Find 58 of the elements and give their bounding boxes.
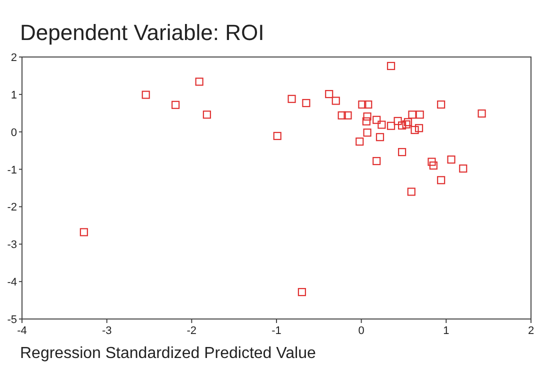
point (459, 164, 468, 173)
point (378, 120, 386, 129)
y-tick-label: -5 (7, 314, 17, 326)
point (410, 126, 419, 134)
point (358, 100, 366, 109)
point (273, 132, 282, 140)
point (402, 120, 410, 128)
point (363, 112, 372, 121)
x-tick-label: 1 (443, 325, 450, 337)
x-tick-label: -1 (272, 325, 282, 337)
x-tick-label: 0 (358, 325, 364, 337)
x-tick-label: -2 (186, 325, 197, 337)
point (288, 94, 296, 103)
point (372, 157, 381, 166)
point (407, 188, 416, 196)
point (414, 124, 424, 132)
point (363, 128, 372, 137)
point (142, 90, 150, 99)
y-tick-label: -3 (7, 239, 17, 252)
point (80, 228, 88, 236)
point (332, 96, 340, 105)
point (386, 62, 396, 70)
point (362, 117, 370, 126)
point (398, 148, 406, 156)
y-tick-label: -2 (7, 202, 17, 214)
point (364, 100, 372, 109)
point (428, 158, 436, 166)
y-tick-label: -4 (7, 276, 17, 289)
y-tick-label: 1 (10, 89, 17, 102)
point (172, 100, 180, 109)
point (202, 110, 211, 119)
point (338, 111, 346, 120)
point (302, 98, 310, 108)
point (372, 116, 381, 124)
x-tick-label: 2 (528, 325, 534, 337)
point (404, 118, 412, 126)
point (429, 161, 438, 170)
point (408, 110, 416, 119)
x-axis-title: Regression Standardized Predicted Value (20, 345, 316, 362)
x-tick-label: -3 (102, 325, 112, 337)
point (325, 90, 334, 98)
y-tick-label: 0 (10, 126, 17, 139)
point (478, 109, 486, 118)
point (394, 116, 402, 126)
point (386, 122, 396, 130)
point (298, 288, 306, 296)
point (356, 138, 364, 146)
point (416, 110, 424, 119)
point (398, 121, 406, 130)
chart-title: Dependent Variable: ROI (20, 20, 264, 45)
y-tick-label: 2 (10, 52, 17, 64)
point (376, 133, 384, 142)
point (344, 111, 352, 120)
point (447, 156, 456, 164)
y-tick-label: -1 (7, 164, 17, 176)
point (437, 100, 446, 109)
point (195, 78, 204, 86)
point (437, 176, 446, 184)
